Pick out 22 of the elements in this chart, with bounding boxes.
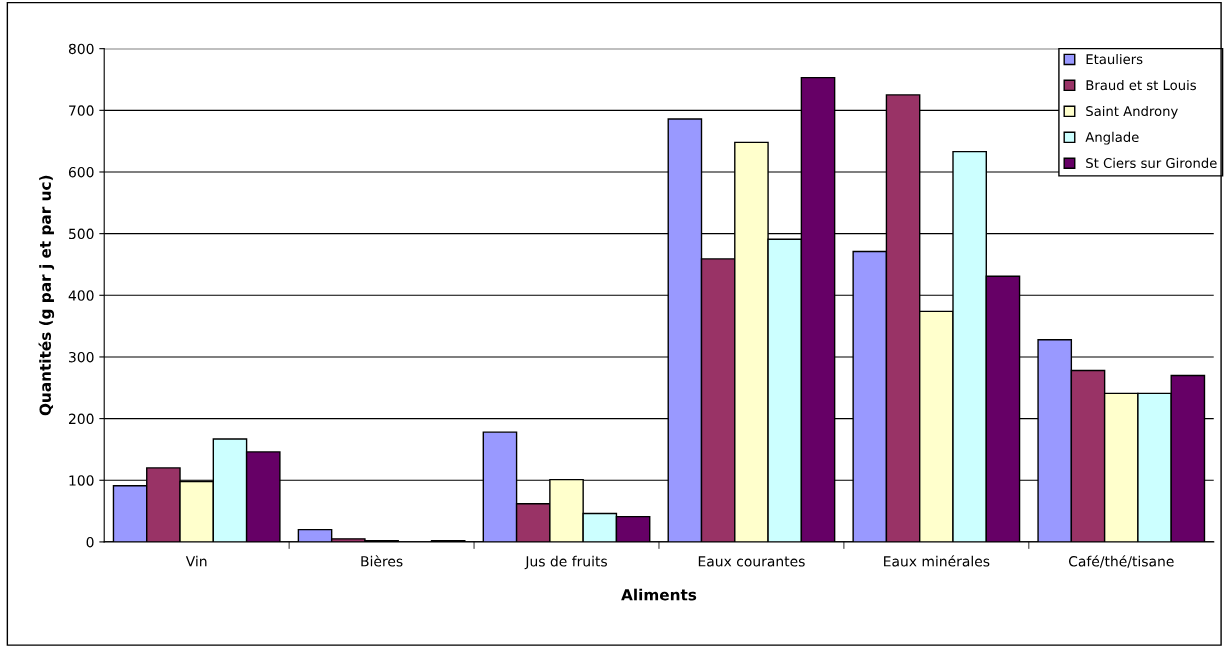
- y-tick-label: 100: [69, 475, 94, 486]
- legend-label: Braud et st Louis: [1086, 79, 1196, 91]
- legend-label: Saint Androny: [1086, 105, 1178, 119]
- y-tick-label: 400: [68, 290, 94, 301]
- legend-label: Anglade: [1085, 131, 1139, 145]
- legend-label: St Ciers sur Gironde: [1086, 157, 1217, 169]
- y-tick-label: 500: [69, 228, 94, 240]
- y-tick-label: 200: [69, 413, 94, 425]
- y-tick-label: 600: [68, 166, 94, 178]
- x-axis-title: Aliments: [621, 588, 697, 601]
- y-tick-label: 300: [69, 351, 94, 363]
- y-axis-title: Quantités (g par j et par uc): [38, 175, 55, 416]
- x-tick-label: Café/thé/tisane: [1068, 555, 1174, 568]
- x-tick-label: Eaux minérales: [884, 555, 990, 567]
- legend-label: Etauliers: [1086, 53, 1143, 65]
- x-tick-label: Eaux courantes: [698, 556, 805, 567]
- y-tick-label: 0: [86, 536, 94, 548]
- y-tick-label: 700: [69, 105, 94, 116]
- x-tick-label: Bières: [361, 555, 403, 567]
- x-tick-label: Vin: [185, 555, 207, 567]
- x-tick-label: Jus de fruits: [524, 555, 607, 570]
- y-tick-label: 800: [68, 43, 94, 55]
